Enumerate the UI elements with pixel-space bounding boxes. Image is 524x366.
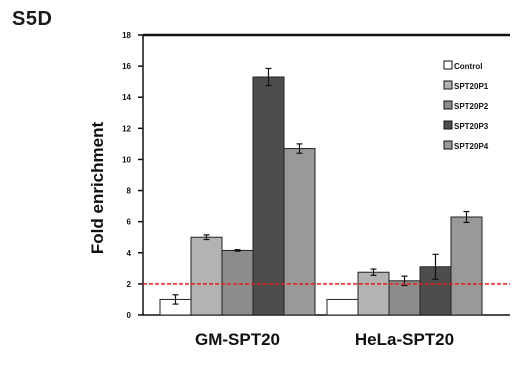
bars-group xyxy=(159,76,483,316)
y-tick-label: 18 xyxy=(122,31,131,40)
y-tick-label: 12 xyxy=(122,124,131,133)
legend-swatch xyxy=(443,140,453,150)
legend-label: SPT20P3 xyxy=(454,122,489,131)
error-bars-group xyxy=(172,67,470,305)
panel-label: S5D xyxy=(12,8,53,30)
bar xyxy=(326,298,359,316)
bar xyxy=(190,236,223,316)
y-tick-label: 4 xyxy=(127,249,132,258)
chart-axes: 0 2 4 6 8 10 12 14 16 18 GM-SPT20 HeLa-SPT20 xyxy=(122,31,510,349)
y-tick-label: 10 xyxy=(122,155,131,164)
y-axis-label: Fold enrichment xyxy=(88,122,107,255)
bar xyxy=(252,76,285,316)
y-tick-label: 16 xyxy=(122,62,131,71)
y-tick-label: 8 xyxy=(127,187,132,196)
legend-swatch xyxy=(443,100,453,110)
legend-swatch xyxy=(443,120,453,130)
y-tick-label: 0 xyxy=(127,311,132,320)
legend-swatch xyxy=(443,80,453,90)
legend-label: Control xyxy=(454,62,482,71)
legend-label: SPT20P1 xyxy=(454,82,489,91)
bar xyxy=(283,148,316,316)
x-tick-label: HeLa-SPT20 xyxy=(355,330,454,349)
bar xyxy=(357,271,390,316)
x-tick-label: GM-SPT20 xyxy=(195,330,280,349)
y-tick-label: 6 xyxy=(127,218,132,227)
bar xyxy=(388,280,421,316)
y-tick-label: 2 xyxy=(127,280,132,289)
y-tick-label: 14 xyxy=(122,93,131,102)
legend-label: SPT20P2 xyxy=(454,102,489,111)
legend: Control SPT20P1 SPT20P2 SPT20P3 SPT20P4 xyxy=(443,60,489,151)
bar xyxy=(221,249,254,316)
legend-label: SPT20P4 xyxy=(454,142,489,151)
legend-swatch xyxy=(443,60,453,70)
bar xyxy=(450,216,483,316)
